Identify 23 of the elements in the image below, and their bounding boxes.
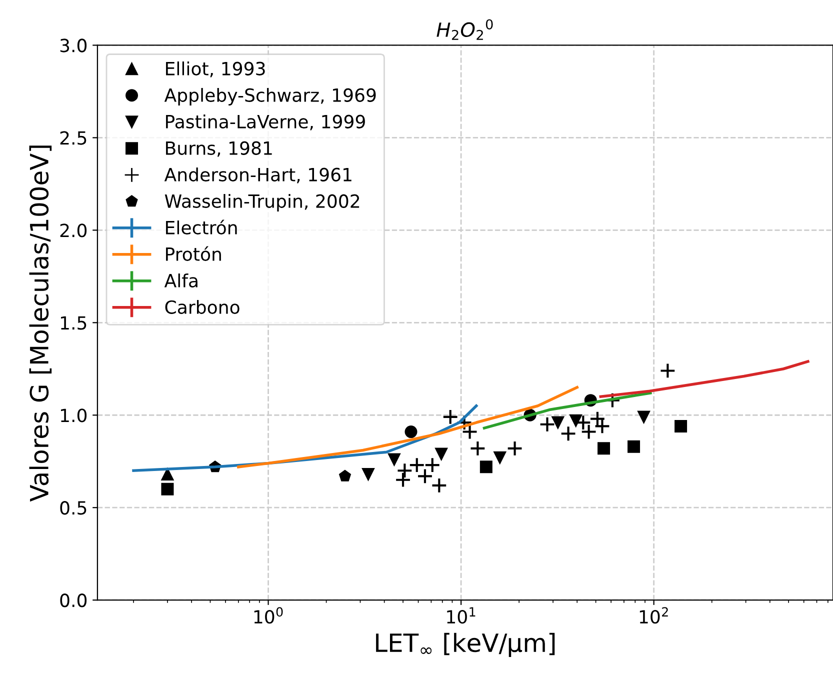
y-tick-label: 3.0	[60, 38, 87, 52]
y-tick-label: 2.5	[60, 131, 86, 145]
x-tick-label: 10$^{0}$	[254, 607, 283, 624]
legend-label: Anderson-Hart, 1961	[164, 167, 352, 184]
y-tick-label: 1.0	[61, 408, 87, 422]
chart-title: H$_{2}$O$_{2}$$^{0}$	[436, 19, 493, 40]
legend-label: Appleby-Schwarz, 1969	[164, 88, 376, 106]
legend-label: Elliot, 1993	[166, 61, 265, 78]
legend-label: Carbono	[165, 300, 240, 314]
y-tick-label: 2.0	[60, 224, 87, 238]
y-axis-title: Valores G [Moleculas/100eV]	[29, 146, 52, 502]
legend-label: Burns, 1981	[166, 141, 272, 157]
legend-label: Wasselin-Trupin, 2002	[164, 194, 360, 212]
x-tick-label: 10$^{1}$	[447, 607, 476, 624]
y-tick-label: 1.5	[61, 316, 86, 330]
x-tick-label: 10$^{2}$	[640, 607, 668, 624]
legend-label: Protón	[166, 246, 221, 261]
y-tick-label: 0.5	[60, 501, 86, 515]
legend-label: Electrón	[166, 220, 237, 234]
x-axis-title: LET$_{∞}$ [keV/µm]	[376, 632, 555, 658]
legend-label: Alfa	[164, 273, 198, 288]
legend-label: Pastina-LaVerne, 1999	[166, 114, 365, 130]
y-tick-label: 0.0	[60, 594, 87, 608]
